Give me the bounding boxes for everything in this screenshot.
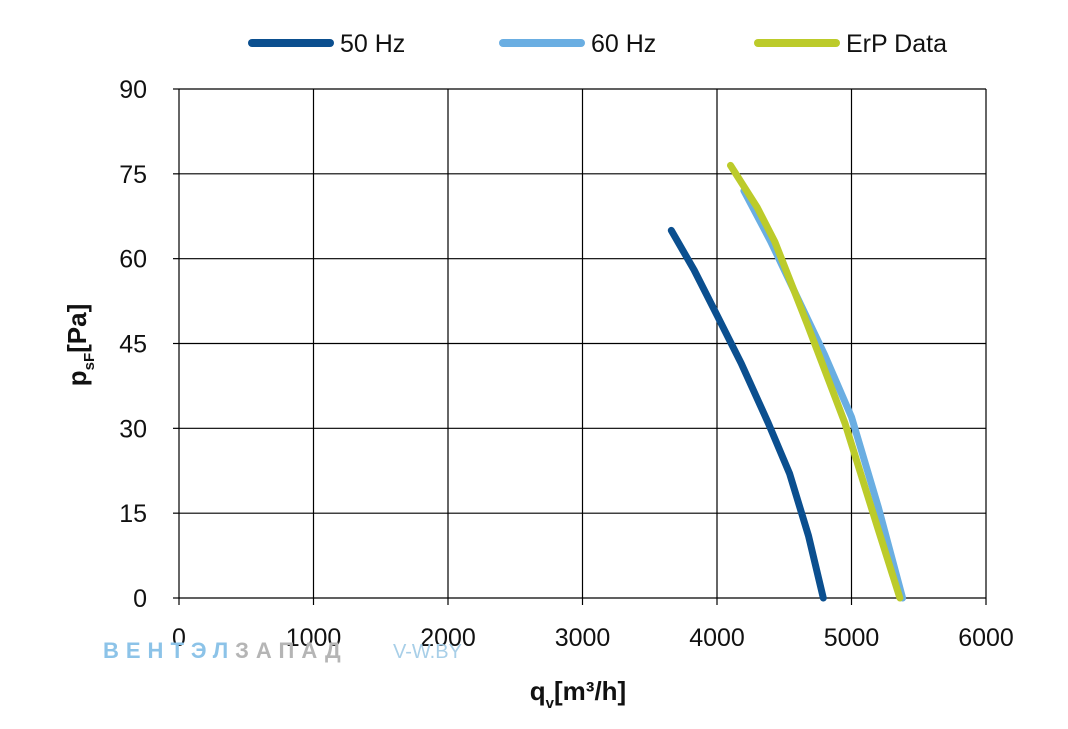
- x-tick-label: 6000: [958, 624, 1014, 652]
- x-tick-label: 0: [172, 624, 186, 652]
- y-tick-label: 0: [133, 585, 147, 613]
- watermark-brand-part1: ВЕНТЭЛ: [103, 638, 235, 663]
- y-axis-title-unit: [Pa]: [62, 304, 92, 353]
- y-axis-title: psF[Pa]: [62, 304, 98, 387]
- x-tick-labels: 0 1000 2000 3000 4000 5000 6000: [172, 624, 1014, 652]
- y-tick-label: 15: [119, 500, 147, 528]
- watermark: ВЕНТЭЛЗАПАД V-W.BY: [103, 638, 462, 663]
- legend: 50 Hz 60 Hz ErP Data: [248, 30, 947, 58]
- y-tick-label: 30: [119, 415, 147, 443]
- x-tick-label: 5000: [824, 624, 880, 652]
- legend-label-erp-data: ErP Data: [846, 30, 947, 58]
- y-tick-label: 60: [119, 246, 147, 274]
- x-tick-label: 4000: [689, 624, 745, 652]
- y-axis-title-main: p: [62, 370, 92, 386]
- x-axis-title-main: q: [530, 676, 546, 706]
- series-lines: [667, 161, 907, 602]
- grid-lines: [173, 88, 987, 605]
- svg-text:ВЕНТЭЛЗАПАД: ВЕНТЭЛЗАПАД: [103, 638, 348, 663]
- y-tick-label: 75: [119, 161, 147, 189]
- x-axis-title: qv[m³/h]: [530, 676, 626, 712]
- y-tick-label: 90: [119, 76, 147, 104]
- y-axis-title-sub: sF: [81, 353, 98, 371]
- x-tick-label: 2000: [420, 624, 476, 652]
- x-axis-title-sub: v: [546, 695, 555, 712]
- watermark-brand-part2: ЗАПАД: [235, 638, 348, 663]
- x-axis-title-unit: [m³/h]: [554, 676, 626, 706]
- y-tick-label: 45: [119, 331, 147, 359]
- watermark-url: V-W.BY: [393, 641, 462, 663]
- series-line-60-hz: [740, 187, 907, 602]
- series-line-erp-data: [727, 161, 904, 602]
- legend-label-50-hz: 50 Hz: [340, 30, 405, 58]
- y-tick-labels: 0 15 30 45 60 75 90: [119, 76, 147, 613]
- x-tick-label: 1000: [286, 624, 342, 652]
- series-line-50-hz: [667, 226, 827, 602]
- legend-label-60-hz: 60 Hz: [591, 30, 656, 58]
- x-tick-label: 3000: [555, 624, 611, 652]
